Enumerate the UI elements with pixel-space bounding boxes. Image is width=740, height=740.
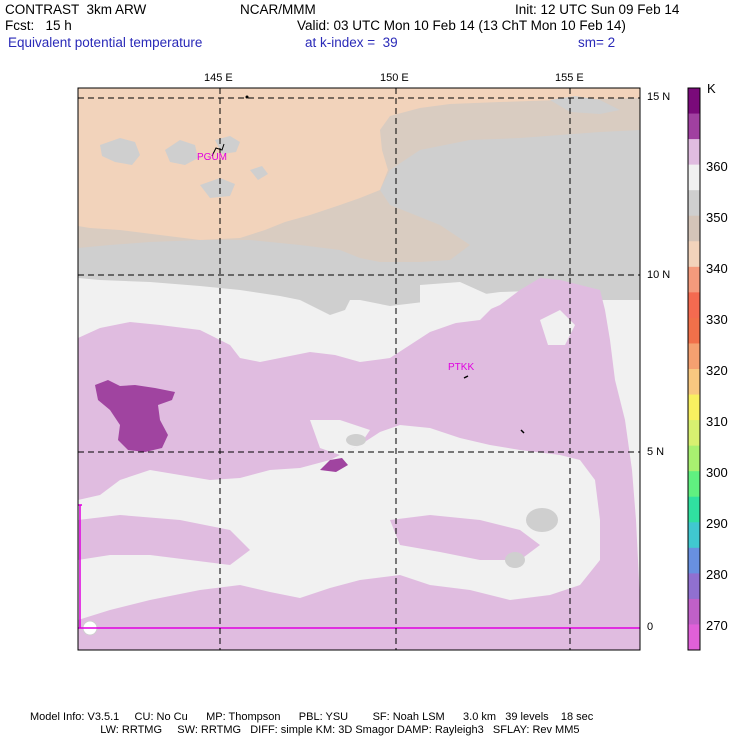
- level-label: at k-index = 39: [305, 35, 398, 50]
- purple-blob-west: [95, 380, 175, 452]
- colorbar-tick-label: 280: [706, 567, 728, 582]
- colorbar-tick-label: 360: [706, 159, 728, 174]
- colorbar-swatch: [688, 241, 700, 268]
- colorbar-swatch: [688, 496, 700, 523]
- colorbar-swatch: [688, 420, 700, 447]
- colorbar-tick-label: 320: [706, 363, 728, 378]
- station-label-ptkk: PTKK: [448, 362, 475, 373]
- colorbar-swatch: [688, 573, 700, 600]
- init-time: Init: 12 UTC Sun 09 Feb 14: [515, 2, 680, 17]
- colorbar-tick-label: 300: [706, 465, 728, 480]
- colorbar-unit: K: [707, 81, 716, 96]
- colorbar-swatch: [688, 522, 700, 549]
- colorbar-swatch: [688, 624, 700, 651]
- colorbar-swatch: [688, 547, 700, 574]
- colorbar-tick-label: 330: [706, 312, 728, 327]
- lavender-area: [78, 278, 640, 650]
- colorbar-swatch: [688, 88, 700, 115]
- colorbar-swatch: [688, 445, 700, 472]
- colorbar-tick-label: 290: [706, 516, 728, 531]
- lon-label-155: 155 E: [555, 72, 584, 84]
- colorbar-swatch: [688, 190, 700, 217]
- colorbar-swatch: [688, 343, 700, 370]
- colorbar-tick-label: 270: [706, 618, 728, 633]
- forecast-hour: Fcst: 15 h: [5, 18, 72, 33]
- purple-blob-central: [320, 458, 348, 472]
- colorbar-swatch: [688, 369, 700, 396]
- lon-label-150: 150 E: [380, 72, 409, 84]
- tan-area: [78, 88, 640, 240]
- lon-label-145: 145 E: [204, 72, 233, 84]
- colorbar-swatch: [688, 266, 700, 293]
- model-info-line2: LW: RRTMG SW: RRTMG DIFF: simple KM: 3D …: [30, 724, 580, 736]
- lat-label-0: 0: [647, 621, 654, 633]
- colorbar: [687, 87, 701, 651]
- station-label-pgum: PGUM: [197, 152, 227, 163]
- lat-label-10n: 10 N: [647, 269, 671, 281]
- colorbar-swatch: [688, 598, 700, 625]
- colorbar-swatch: [688, 164, 700, 191]
- colorbar-swatch: [688, 317, 700, 344]
- model-title: CONTRAST 3km ARW: [5, 2, 147, 17]
- smoothing-label: sm= 2: [578, 35, 616, 50]
- colorbar-swatch: [688, 215, 700, 242]
- model-info-line1: Model Info: V3.5.1 CU: No Cu MP: Thompso…: [30, 711, 594, 723]
- lat-label-5n: 5 N: [647, 446, 665, 458]
- colorbar-swatch: [688, 394, 700, 421]
- colorbar-tick-label: 350: [706, 210, 728, 225]
- org-label: NCAR/MMM: [240, 2, 316, 17]
- colorbar-tick-label: 310: [706, 414, 728, 429]
- colorbar-swatch: [688, 471, 700, 498]
- colorbar-swatch: [688, 139, 700, 166]
- colorbar-tick-label: 340: [706, 261, 728, 276]
- colorbar-swatch: [688, 113, 700, 140]
- field-name: Equivalent potential temperature: [8, 35, 203, 50]
- valid-time: Valid: 03 UTC Mon 10 Feb 14 (13 ChT Mon …: [297, 18, 626, 33]
- lat-label-15n: 15 N: [647, 91, 671, 103]
- colorbar-swatch: [688, 292, 700, 319]
